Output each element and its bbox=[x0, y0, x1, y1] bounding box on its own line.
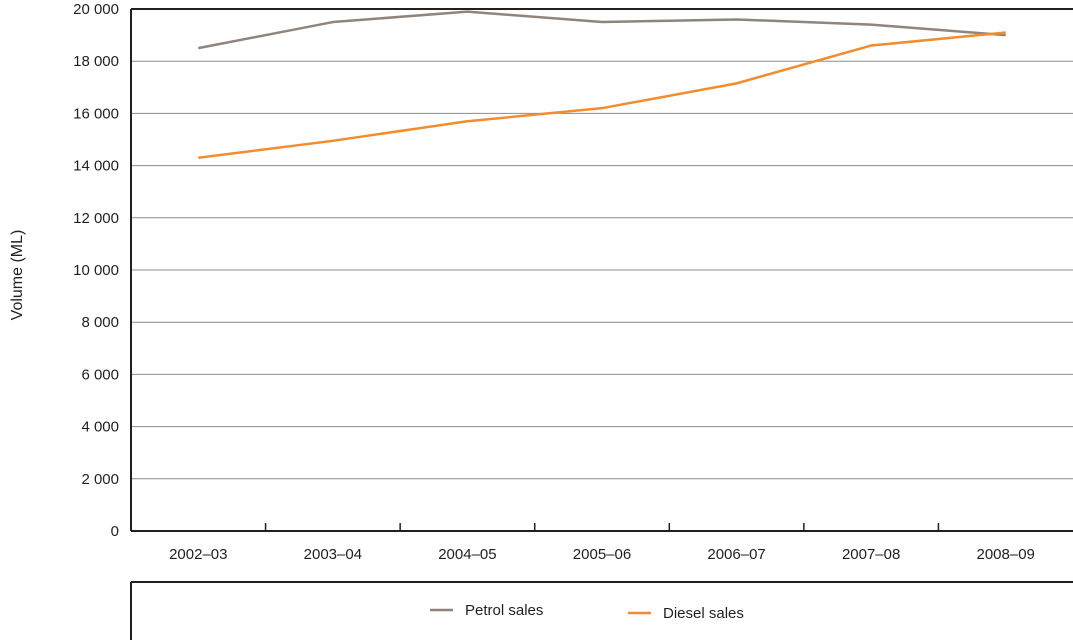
series-line-petrol bbox=[198, 10, 1006, 50]
y-tick-label: 2 000 bbox=[81, 471, 119, 488]
y-tick-label: 16 000 bbox=[73, 105, 119, 122]
y-tick-label: 14 000 bbox=[73, 158, 119, 175]
y-tick-label: 4 000 bbox=[81, 419, 119, 436]
series-lines bbox=[198, 10, 1006, 160]
y-tick-label: 20 000 bbox=[73, 1, 119, 18]
y-tick-label: 8 000 bbox=[81, 314, 119, 331]
x-tick-label: 2005–06 bbox=[573, 546, 631, 563]
y-tick-label: 18 000 bbox=[73, 53, 119, 70]
x-axis-ticks: 2002–03 2003–04 2004–05 2005–06 2006–07 2007–… bbox=[169, 546, 1035, 563]
x-tick-label: 2008–09 bbox=[977, 546, 1035, 563]
y-tick-label: 0 bbox=[111, 523, 119, 540]
x-tick-label: 2006–07 bbox=[707, 546, 765, 563]
gridlines bbox=[131, 8, 1073, 480]
series-line-diesel bbox=[198, 31, 1006, 160]
x-tick-label: 2002–03 bbox=[169, 546, 227, 563]
y-tick-label: 6 000 bbox=[81, 366, 119, 383]
x-tick-label: 2004–05 bbox=[438, 546, 496, 563]
legend-label: Petrol sales bbox=[465, 602, 543, 619]
y-tick-label: 10 000 bbox=[73, 262, 119, 279]
x-tick-label: 2003–04 bbox=[304, 546, 362, 563]
x-tick-label: 2007–08 bbox=[842, 546, 900, 563]
y-axis-title: Volume (ML) bbox=[9, 230, 26, 321]
legend: Petrol sales Diesel sales bbox=[130, 581, 1073, 640]
legend-label: Diesel sales bbox=[663, 605, 744, 622]
y-axis-ticks: 0 2 000 4 000 6 000 8 000 10 000 12 000 14 000 1… bbox=[73, 1, 119, 540]
axes bbox=[130, 8, 1073, 532]
y-tick-label: 12 000 bbox=[73, 210, 119, 227]
